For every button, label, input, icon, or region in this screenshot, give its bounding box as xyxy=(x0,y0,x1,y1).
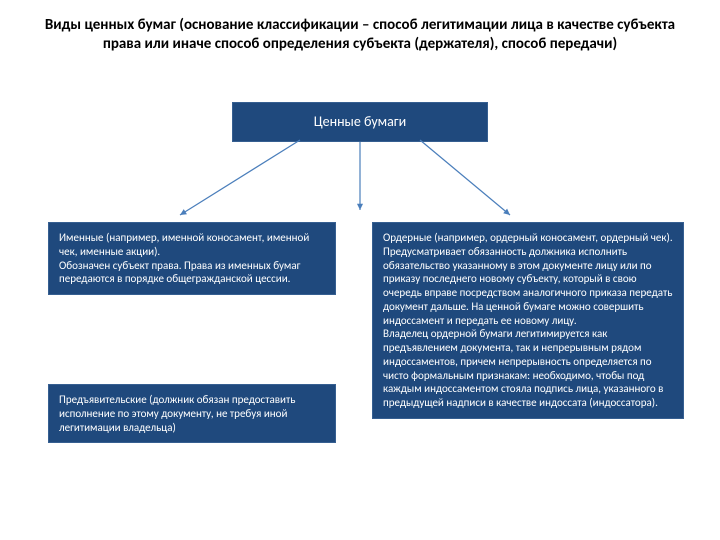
root-label: Ценные бумаги xyxy=(314,113,406,130)
box-named-text: Именные (например, именной коносамент, и… xyxy=(59,231,309,285)
root-box: Ценные бумаги xyxy=(232,102,488,142)
box-bearer-securities: Предъявительские (должник обязан предост… xyxy=(48,384,336,443)
box-named-securities: Именные (например, именной коносамент, и… xyxy=(48,222,336,295)
box-order-securities: Ордерные (например, ордерный коносамент,… xyxy=(372,222,684,419)
diagram-title: Виды ценных бумаг (основание классификац… xyxy=(40,16,680,54)
box-bearer-text: Предъявительские (должник обязан предост… xyxy=(59,393,295,434)
box-order-text: Ордерные (например, ордерный коносамент,… xyxy=(383,231,673,409)
